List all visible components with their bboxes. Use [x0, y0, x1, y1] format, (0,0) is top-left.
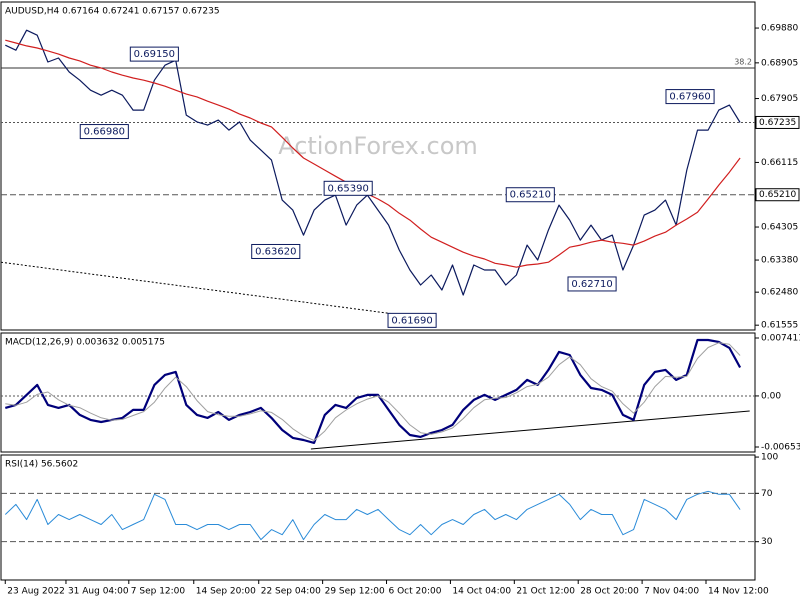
- x-tick-label: 21 Oct 12:00: [516, 587, 575, 597]
- y-tick-label: 0.00: [761, 391, 781, 401]
- x-tick-label: 14 Oct 04:00: [452, 587, 511, 597]
- x-tick-label: 7 Sep 12:00: [131, 587, 186, 597]
- y-tick-label: 70: [761, 489, 773, 499]
- y-tick-label: 100: [761, 453, 778, 463]
- annotation-label: 0.69150: [134, 49, 175, 60]
- price-label-box: [755, 188, 800, 202]
- annotation-box: [79, 124, 129, 140]
- series-line: [4, 490, 741, 541]
- annotation-box: [387, 312, 437, 328]
- y-tick-label: 0.63380: [761, 256, 798, 266]
- y-tick-label: 0.69880: [761, 24, 798, 34]
- series-line: [5, 342, 741, 441]
- price-label: 0.65210: [759, 190, 796, 200]
- y-tick-label: 0.62480: [761, 288, 798, 298]
- annotation-box: [323, 180, 373, 196]
- price-label-box: [755, 115, 800, 129]
- panel-title: RSI(14) 56.5602: [5, 460, 78, 470]
- annotation-box: [567, 276, 617, 292]
- series-line: [5, 29, 741, 296]
- annotation-label: 0.61690: [391, 315, 432, 326]
- series-line: [5, 39, 741, 268]
- annotation-label: 0.65390: [328, 183, 369, 194]
- annotation-label: 0.63620: [255, 246, 296, 257]
- x-tick-label: 31 Aug 04:00: [68, 587, 129, 597]
- annotation-label: 0.67960: [669, 92, 710, 103]
- annotation-label: 0.66980: [84, 127, 125, 138]
- trendline: [0, 261, 411, 317]
- annotation-label: 0.65210: [510, 190, 551, 201]
- y-tick-label: 30: [761, 537, 773, 547]
- panel-frame: [0, 1, 756, 331]
- y-tick-label: 0.64305: [761, 223, 798, 233]
- x-tick-label: 28 Oct 20:00: [580, 587, 639, 597]
- annotation-box: [665, 89, 715, 105]
- level-label: 38.2: [734, 58, 752, 67]
- panel-frame: [0, 332, 756, 453]
- x-tick-label: 14 Sep 20:00: [196, 587, 256, 597]
- x-tick-label: 7 Nov 04:00: [644, 587, 699, 597]
- price-label: 0.67235: [759, 118, 796, 128]
- panel-title: MACD(12,26,9) 0.003632 0.005175: [5, 338, 165, 348]
- panel-frame: [0, 454, 756, 581]
- y-tick-label: 0.68905: [761, 58, 798, 68]
- annotation-box: [251, 243, 301, 259]
- panel-title: AUDUSD,H4 0.67164 0.67241 0.67157 0.6723…: [5, 7, 220, 17]
- x-tick-label: 14 Nov 12:00: [708, 587, 769, 597]
- x-tick-label: 22 Sep 04:00: [261, 587, 321, 597]
- annotation-box: [505, 187, 555, 203]
- x-tick-label: 6 Oct 20:00: [389, 587, 442, 597]
- x-tick-label: 23 Aug 2022: [7, 587, 65, 597]
- y-tick-label: 0.007411: [761, 333, 800, 343]
- annotation-box: [129, 46, 179, 62]
- y-tick-label: 0.67905: [761, 94, 798, 104]
- watermark: ActionForex.com: [278, 132, 478, 160]
- y-tick-label: 0.61555: [761, 321, 798, 331]
- y-tick-label: -0.006532: [761, 443, 800, 453]
- y-tick-label: 0.66115: [761, 158, 798, 168]
- trendline: [310, 410, 750, 450]
- x-tick-label: 29 Sep 12:00: [325, 587, 385, 597]
- annotation-label: 0.62710: [571, 279, 612, 290]
- series-line: [5, 338, 742, 444]
